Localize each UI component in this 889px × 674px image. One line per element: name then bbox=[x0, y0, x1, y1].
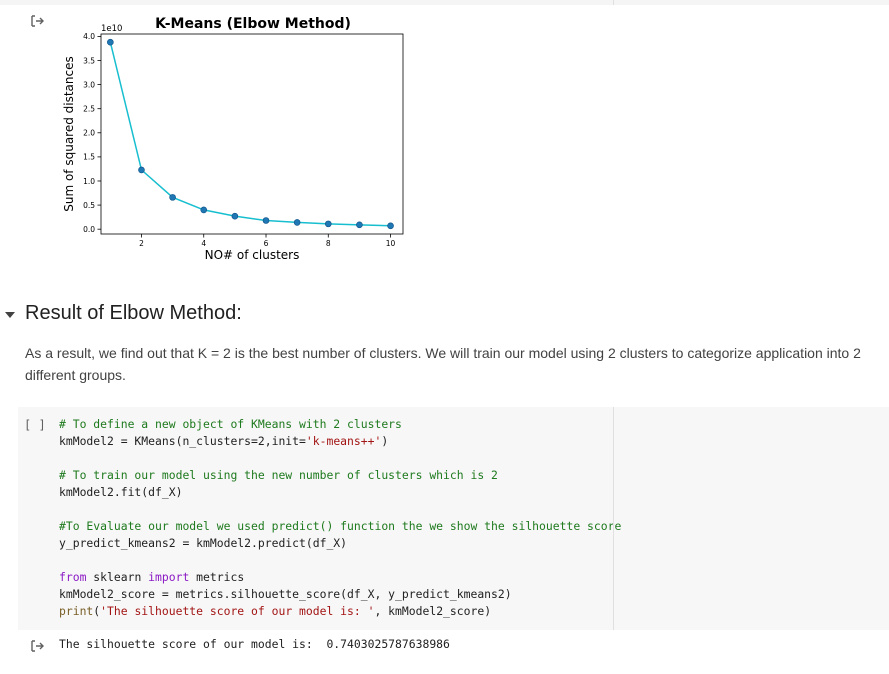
x-tick-label: 8 bbox=[326, 239, 331, 248]
code-line bbox=[59, 501, 621, 518]
data-point bbox=[293, 219, 301, 226]
series-line bbox=[109, 42, 391, 227]
code-token: kmModel2.fit(df_X) bbox=[59, 485, 183, 499]
code-editor[interactable]: # To define a new object of KMeans with … bbox=[59, 416, 621, 620]
code-token: kmModel2 = KMeans(n_clusters=2,init= bbox=[59, 434, 306, 448]
section-heading: Result of Elbow Method: bbox=[25, 302, 242, 324]
x-axis-label: NO# of clusters bbox=[205, 248, 300, 262]
data-point bbox=[356, 221, 363, 229]
output-arrow-icon bbox=[31, 640, 44, 652]
code-line: print('The silhouette score of our model… bbox=[59, 603, 621, 620]
run-cell-button[interactable]: [ ] bbox=[24, 418, 46, 432]
code-token: from bbox=[59, 570, 87, 584]
plot-frame bbox=[100, 33, 404, 235]
data-point bbox=[138, 166, 145, 174]
y-tick-label: 1.5 bbox=[83, 153, 95, 162]
code-cell[interactable]: [ ] # To define a new object of KMeans w… bbox=[18, 407, 889, 630]
previous-cell-bottom bbox=[0, 0, 889, 5]
code-token: # To define a new object of KMeans with … bbox=[59, 417, 402, 431]
code-line bbox=[59, 552, 621, 569]
y-axis-label: Sum of squared distances bbox=[62, 56, 76, 212]
code-token: , kmModel2_score) bbox=[374, 604, 492, 618]
y-tick-label: 2.0 bbox=[83, 129, 95, 138]
data-point bbox=[262, 217, 270, 224]
code-line: kmModel2 = KMeans(n_clusters=2,init='k-m… bbox=[59, 433, 621, 450]
code-token: 'The silhouette score of our model is: ' bbox=[100, 604, 375, 618]
code-token: # To train our model using the new numbe… bbox=[59, 468, 498, 482]
x-tick-label: 10 bbox=[386, 239, 396, 248]
code-token: #To Evaluate our model we used predict()… bbox=[59, 519, 622, 533]
section-paragraph: As a result, we find out that K = 2 is t… bbox=[25, 345, 861, 383]
code-line: kmModel2.fit(df_X) bbox=[59, 484, 621, 501]
code-line: kmModel2_score = metrics.silhouette_scor… bbox=[59, 586, 621, 603]
code-line: from sklearn import metrics bbox=[59, 569, 621, 586]
code-token: ) bbox=[381, 434, 389, 448]
y-tick-label: 0.5 bbox=[83, 201, 95, 210]
code-token: y_predict_kmeans2 = kmModel2.predict(df_… bbox=[59, 536, 348, 550]
code-token: import bbox=[148, 570, 190, 584]
code-line: # To define a new object of KMeans with … bbox=[59, 416, 621, 433]
data-point bbox=[324, 220, 332, 228]
code-token: 'k-means++' bbox=[305, 434, 382, 448]
y-tick-label: 2.5 bbox=[83, 104, 95, 113]
cell-output-text: The silhouette score of our model is: 0.… bbox=[59, 637, 450, 651]
y-tick-label: 1.0 bbox=[83, 177, 95, 186]
elbow-chart: K-Means (Elbow Method) 1e10 2 4 6 8 10 0.0 0.5 1.… bbox=[62, 16, 404, 262]
x-tick-label: 6 bbox=[264, 239, 269, 248]
y-tick-label: 0.0 bbox=[83, 225, 95, 234]
code-token: print bbox=[59, 604, 94, 618]
data-point bbox=[387, 222, 394, 230]
data-point bbox=[107, 38, 114, 46]
x-tick-label: 2 bbox=[139, 239, 144, 248]
x-tick-label: 4 bbox=[201, 239, 206, 248]
data-point bbox=[231, 212, 239, 220]
output-arrow-icon bbox=[31, 15, 44, 27]
cell-divider bbox=[613, 0, 614, 5]
chart-title: K-Means (Elbow Method) bbox=[155, 16, 351, 32]
data-point bbox=[200, 206, 208, 214]
code-token: metrics bbox=[189, 570, 245, 584]
y-tick-label: 3.0 bbox=[83, 80, 95, 89]
code-line bbox=[59, 450, 621, 467]
code-token: sklearn bbox=[86, 570, 149, 584]
y-tick-label: 3.5 bbox=[83, 56, 95, 65]
code-token: kmModel2_score = metrics.silhouette_scor… bbox=[59, 587, 512, 601]
code-line: # To train our model using the new numbe… bbox=[59, 467, 621, 484]
y-exponent-label: 1e10 bbox=[101, 24, 122, 34]
code-line: #To Evaluate our model we used predict()… bbox=[59, 518, 621, 535]
code-token: ( bbox=[93, 604, 101, 618]
cell-divider bbox=[613, 407, 614, 630]
collapse-caret-icon[interactable] bbox=[4, 309, 16, 321]
y-tick-label: 4.0 bbox=[83, 32, 95, 41]
data-point bbox=[169, 194, 176, 201]
code-line: y_predict_kmeans2 = kmModel2.predict(df_… bbox=[59, 535, 621, 552]
